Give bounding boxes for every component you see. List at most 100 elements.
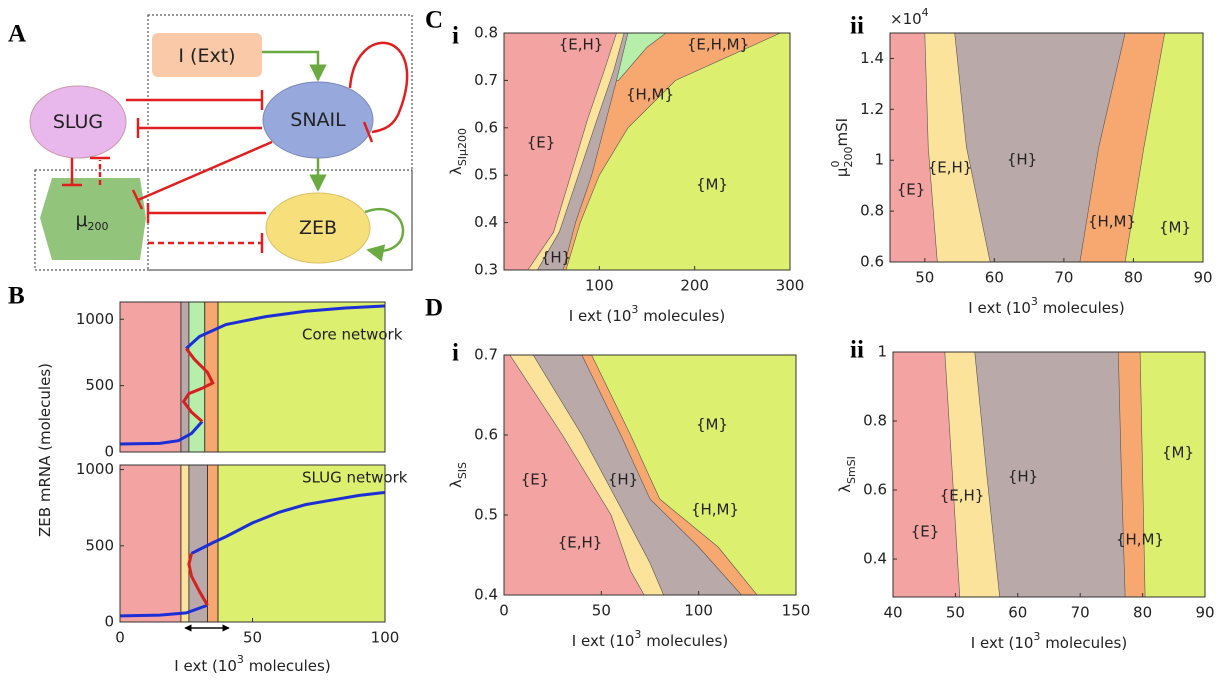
y-tick-label: 0 (104, 613, 114, 631)
y-axis-label-part: λ (447, 166, 465, 175)
plot-area (120, 302, 385, 452)
region-label: {H} (541, 249, 571, 267)
region-label: {E} (521, 471, 550, 489)
network-diagram (29, 14, 413, 271)
x-tick-label: 50 (915, 269, 934, 287)
curve (120, 304, 385, 446)
y-axis-label-part: SIμ200 (456, 128, 469, 166)
activation-edge (364, 208, 405, 262)
y-tick-label: 0.5 (474, 166, 498, 184)
network-label: SLUG network (302, 469, 408, 487)
y-tick-label: 0.5 (474, 506, 498, 524)
y-axis-label-part: λ (836, 484, 854, 493)
phase-region (893, 352, 961, 597)
node-label: I (Ext) (178, 45, 235, 67)
region-label: {E,H} (558, 534, 603, 552)
region-label: {M} (1159, 219, 1191, 237)
x-tick-label: 60 (1008, 604, 1027, 622)
y-tick-label: 0.4 (474, 586, 498, 604)
sub-label: ii (850, 337, 864, 364)
regime-band (217, 465, 385, 622)
y-tick-label: 0.4 (474, 213, 498, 231)
node-label-part: ZEB (299, 217, 337, 239)
y-tick-label: 0.6 (863, 481, 887, 499)
sub-label: i (452, 340, 459, 367)
x-tick-label: 70 (1054, 269, 1073, 287)
x-tick-label: 80 (1124, 269, 1143, 287)
y-exponent: ×104 (890, 6, 929, 28)
sub-label: ii (850, 13, 864, 40)
regime-band (120, 302, 182, 452)
x-axis-label: I ext (103 molecules) (569, 303, 725, 325)
regime-band (180, 465, 190, 622)
x-axis-label-part: I ext (10 (572, 632, 635, 650)
region-label: {E} (897, 181, 926, 199)
y-tick-label: 500 (85, 536, 114, 554)
y-axis-label: μ0200mSI (829, 118, 855, 177)
node-label-part: SLUG (53, 111, 103, 133)
node-shape (40, 178, 146, 260)
y-axis-label-part: SIS (456, 462, 469, 479)
curve (187, 553, 209, 606)
axes-frame (503, 354, 797, 596)
curve (120, 490, 385, 618)
x-tick-label: 0 (115, 629, 125, 647)
x-tick-label: 50 (592, 602, 611, 620)
y-tick-label: 1.2 (860, 100, 884, 118)
y-tick-label: 0.7 (474, 346, 498, 364)
x-axis-label-part: molecules) (1040, 634, 1127, 652)
y-axis-label: λSIS (447, 462, 469, 488)
region-label: {M} (696, 416, 728, 434)
x-axis-label: I ext (103 molecules) (971, 630, 1127, 652)
x-tick-label: 200 (680, 277, 709, 295)
y-axis-label-part: 0 (829, 161, 842, 168)
node-label-part: μ (75, 209, 87, 231)
node-label-part: I (Ext) (178, 45, 235, 67)
y-tick-label: 500 (85, 376, 114, 394)
plot-area (120, 465, 385, 622)
axes-frame (503, 32, 791, 271)
x-axis-label-part: molecules) (638, 307, 725, 325)
regime-band (217, 302, 385, 452)
inhibition-bar (362, 121, 374, 143)
region-label: {E,H,M} (687, 36, 749, 54)
plot-area (893, 352, 1205, 597)
region-label: {H,M} (1116, 531, 1164, 549)
y-tick-label: 0.8 (474, 24, 498, 42)
axes-frame (119, 301, 386, 453)
y-tick-label: 1000 (76, 310, 114, 328)
y-axis-label-part: SmSI (845, 456, 858, 484)
y-tick-label: 0.6 (474, 426, 498, 444)
y-tick-label: 0.6 (860, 253, 884, 271)
x-axis-label-part: 3 (237, 653, 244, 666)
panel-label: D (425, 295, 443, 322)
dotted-box (34, 169, 413, 271)
x-tick-label: 50 (946, 604, 965, 622)
phase-region (504, 33, 617, 270)
region-label: {H,M} (1088, 213, 1136, 231)
region-label: {H,M} (691, 501, 739, 519)
x-tick-label: 70 (1071, 604, 1090, 622)
x-axis-label-part: molecules) (244, 657, 331, 675)
y-exponent-part: ×10 (890, 10, 922, 28)
y-axis-label-part: μ (833, 167, 851, 177)
y-tick-label: 0.6 (474, 118, 498, 136)
edges (62, 41, 409, 262)
node-shape (152, 33, 262, 77)
y-tick-label: 0.8 (860, 202, 884, 220)
region-label: {M} (1162, 444, 1194, 462)
sub-label: i (452, 23, 459, 50)
x-tick-label: 100 (684, 602, 713, 620)
phase-region (504, 355, 645, 595)
panel-label: C (425, 7, 443, 34)
y-axis-label: ZEB mRNA (molecules) (36, 363, 54, 537)
dotted-box (147, 14, 413, 271)
region-label: {E,H} (940, 487, 985, 505)
node-label-part: SNAIL (290, 109, 346, 131)
y-axis-label-part: λ (447, 479, 465, 488)
y-exponent-part: 4 (922, 6, 929, 19)
x-axis-label-part: 3 (1033, 630, 1040, 643)
regime-band (120, 465, 182, 622)
x-axis-label-part: I ext (10 (968, 299, 1031, 317)
